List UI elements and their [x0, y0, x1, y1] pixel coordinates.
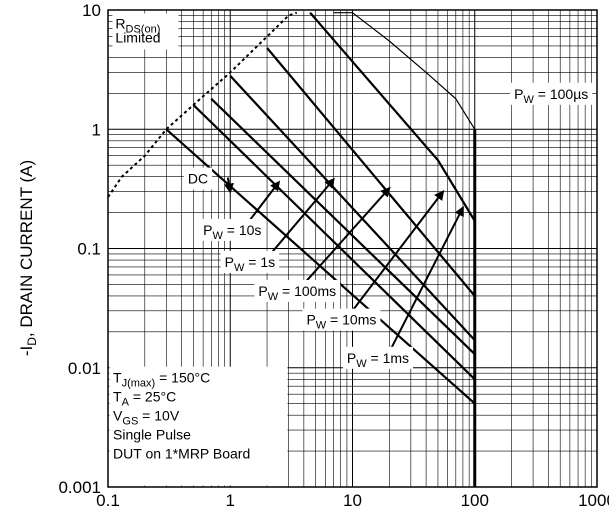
rds-label: RDS(on)	[115, 15, 160, 35]
x-tick-label: 1	[226, 491, 235, 510]
series-line	[210, 98, 476, 355]
annotation-label: PW = 100µs	[514, 86, 588, 106]
annotation-box	[302, 308, 381, 331]
annotation-arrow	[263, 177, 335, 262]
annotation-box	[183, 167, 213, 190]
annotation-box	[254, 279, 341, 302]
rds-label-line2: Limited	[115, 29, 160, 45]
annotation-arrow	[386, 205, 464, 358]
plot-frame	[107, 9, 598, 488]
y-tick-label: 0.001	[58, 478, 101, 497]
annotation-arrow	[345, 190, 445, 320]
conditions-box	[109, 366, 288, 486]
grid	[107, 9, 598, 488]
condition-line: TA = 25°C	[113, 389, 176, 409]
y-tick-label: 0.01	[68, 359, 101, 378]
condition-line: TJ(max) = 150°C	[113, 370, 210, 390]
annotation-label: PW = 1ms	[347, 350, 409, 370]
series-line	[229, 75, 476, 342]
x-tick-label: 10	[343, 491, 362, 510]
annotation-box	[510, 82, 593, 105]
y-tick-label: 10	[82, 1, 101, 20]
annotation-arrow	[297, 186, 391, 291]
annotation-box	[220, 250, 280, 273]
y-tick-label: 0.1	[77, 240, 101, 259]
annotation-box	[342, 346, 414, 369]
x-tick-label: 100	[461, 491, 489, 510]
condition-line: VGS = 10V	[113, 408, 180, 428]
rds-label-box	[112, 13, 179, 50]
annotation-label: PW = 1s	[225, 254, 275, 274]
condition-line: DUT on 1*MRP Board	[113, 446, 250, 462]
curves	[107, 11, 477, 487]
series-line	[333, 12, 476, 130]
condition-line: Single Pulse	[113, 427, 191, 443]
x-tick-label: 0.1	[96, 491, 120, 510]
labels: DC PW = 10s PW = 1s PW = 100ms PW = 10ms PW =…	[109, 13, 593, 486]
series-line	[309, 11, 476, 222]
y-axis-label: -ID, DRAIN CURRENT (A)	[17, 160, 39, 356]
series-line	[266, 47, 476, 297]
annotation-label: PW = 10s	[203, 222, 261, 242]
annotation-label: PW = 100ms	[258, 283, 336, 303]
annotation-arrow	[223, 177, 234, 194]
annotation-label: PW = 10ms	[306, 312, 376, 332]
y-tick-label: 1	[92, 120, 101, 139]
series-line	[192, 104, 476, 381]
annotation-label: DC	[188, 171, 208, 187]
annotation-box	[199, 218, 266, 241]
